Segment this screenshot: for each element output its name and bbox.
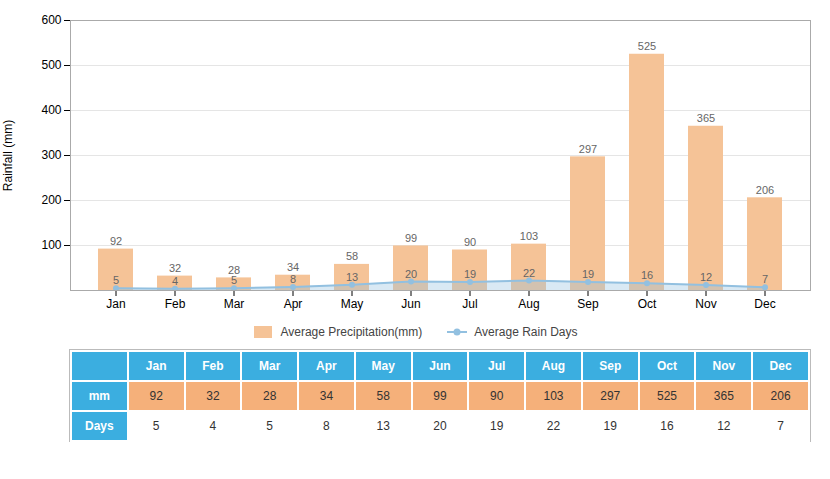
html-text:99: 99 bbox=[433, 389, 447, 403]
svg-text:400: 400 bbox=[41, 103, 61, 117]
html-text:365: 365 bbox=[713, 389, 734, 403]
svg-text:297: 297 bbox=[579, 143, 597, 155]
html-text:Jun: Jun bbox=[429, 359, 451, 373]
html-text:Sep: Sep bbox=[599, 359, 622, 373]
svg-text:8: 8 bbox=[290, 273, 296, 285]
html-text:Average Rain Days: Average Rain Days bbox=[474, 325, 578, 339]
svg-text:206: 206 bbox=[756, 184, 774, 196]
html-text:32: 32 bbox=[206, 389, 220, 403]
html-text:Mar: Mar bbox=[259, 359, 281, 373]
svg-text:Dec: Dec bbox=[754, 297, 775, 311]
svg-text:Jul: Jul bbox=[462, 297, 477, 311]
svg-text:Rainfall (mm): Rainfall (mm) bbox=[1, 120, 15, 191]
svg-text:Mar: Mar bbox=[224, 297, 245, 311]
svg-text:600: 600 bbox=[41, 13, 61, 27]
html-text:28: 28 bbox=[263, 389, 277, 403]
html-text:May: May bbox=[371, 359, 395, 373]
html-text:90: 90 bbox=[490, 389, 504, 403]
html-text:Jul: Jul bbox=[488, 359, 506, 373]
html-text:7: 7 bbox=[777, 419, 784, 433]
html-text:Oct: Oct bbox=[657, 359, 677, 373]
svg-text:200: 200 bbox=[41, 193, 61, 207]
html-text:5: 5 bbox=[266, 419, 273, 433]
svg-text:92: 92 bbox=[110, 235, 122, 247]
html-text:Days: Days bbox=[85, 419, 114, 433]
svg-text:100: 100 bbox=[41, 238, 61, 252]
svg-text:Apr: Apr bbox=[284, 297, 303, 311]
html-text:5: 5 bbox=[152, 419, 160, 433]
svg-text:Sep: Sep bbox=[577, 297, 599, 311]
svg-text:May: May bbox=[341, 297, 364, 311]
svg-text:7: 7 bbox=[762, 273, 768, 285]
svg-text:5: 5 bbox=[231, 274, 237, 286]
html-text:19: 19 bbox=[490, 419, 504, 433]
html-text:19: 19 bbox=[603, 419, 617, 433]
svg-text:Feb: Feb bbox=[165, 297, 186, 311]
html-text:13: 13 bbox=[376, 419, 390, 433]
svg-text:20: 20 bbox=[405, 268, 417, 280]
svg-text:90: 90 bbox=[464, 236, 476, 248]
html-text:16: 16 bbox=[660, 419, 674, 433]
html-text:Average Precipitation(mm): Average Precipitation(mm) bbox=[280, 325, 423, 339]
svg-text:525: 525 bbox=[638, 40, 656, 52]
svg-text:19: 19 bbox=[464, 268, 476, 280]
html-text:4: 4 bbox=[209, 419, 217, 433]
svg-text:5: 5 bbox=[113, 274, 119, 286]
svg-text:4: 4 bbox=[172, 275, 178, 287]
html-text:Aug: Aug bbox=[541, 359, 566, 373]
html-text:58: 58 bbox=[376, 389, 390, 403]
svg-text:300: 300 bbox=[41, 148, 61, 162]
svg-text:Jan: Jan bbox=[106, 297, 125, 311]
svg-text:Aug: Aug bbox=[518, 297, 539, 311]
svg-text:34: 34 bbox=[287, 261, 299, 273]
svg-text:Oct: Oct bbox=[638, 297, 657, 311]
html-text:mm: mm bbox=[88, 389, 110, 403]
svg-text:16: 16 bbox=[641, 269, 653, 281]
html-text:Feb: Feb bbox=[202, 359, 224, 373]
html-text:103: 103 bbox=[543, 389, 564, 403]
svg-text:19: 19 bbox=[582, 268, 594, 280]
svg-text:13: 13 bbox=[346, 271, 358, 283]
html-text:34: 34 bbox=[319, 389, 334, 403]
svg-text:500: 500 bbox=[41, 58, 61, 72]
html-text:Jan: Jan bbox=[145, 359, 167, 373]
html-text:297: 297 bbox=[600, 389, 621, 403]
html-text:Nov: Nov bbox=[712, 359, 736, 373]
svg-text:12: 12 bbox=[700, 271, 712, 283]
html-text:Apr: Apr bbox=[316, 359, 337, 373]
svg-text:365: 365 bbox=[697, 112, 715, 124]
svg-text:28: 28 bbox=[227, 263, 241, 276]
html-text:92: 92 bbox=[149, 389, 163, 403]
svg-text:32: 32 bbox=[169, 262, 181, 274]
html-text:525: 525 bbox=[657, 389, 677, 403]
svg-text:103: 103 bbox=[520, 230, 538, 242]
html-text:12: 12 bbox=[717, 419, 731, 433]
html-text:20: 20 bbox=[433, 419, 447, 433]
svg-text:99: 99 bbox=[405, 232, 417, 244]
svg-text:22: 22 bbox=[523, 267, 535, 279]
svg-text:58: 58 bbox=[346, 250, 358, 262]
html-text:206: 206 bbox=[770, 389, 791, 403]
svg-text:Nov: Nov bbox=[695, 297, 716, 311]
svg-text:Jun: Jun bbox=[401, 297, 420, 311]
html-text:Dec: Dec bbox=[769, 359, 792, 373]
html-text:22: 22 bbox=[546, 419, 561, 433]
html-text:8: 8 bbox=[323, 419, 330, 433]
